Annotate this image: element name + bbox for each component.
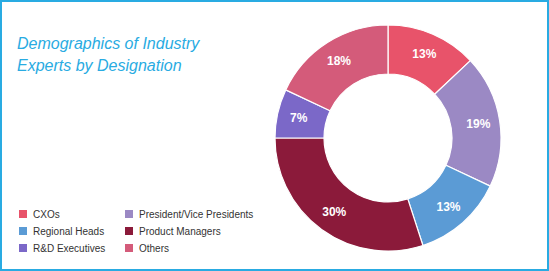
- svg-text:19%: 19%: [466, 117, 490, 131]
- svg-text:30%: 30%: [322, 205, 346, 219]
- svg-text:13%: 13%: [436, 200, 460, 214]
- svg-text:18%: 18%: [327, 54, 351, 68]
- svg-text:13%: 13%: [412, 47, 436, 61]
- svg-text:Others: Others: [139, 243, 169, 254]
- svg-text:Demographics of Industry: Demographics of Industry: [17, 35, 200, 52]
- svg-text:7%: 7%: [290, 111, 308, 125]
- svg-text:R&D Executives: R&D Executives: [33, 243, 105, 254]
- svg-text:President/Vice Presidents: President/Vice Presidents: [139, 209, 253, 220]
- svg-text:CXOs: CXOs: [33, 209, 60, 220]
- svg-text:Regional Heads: Regional Heads: [33, 226, 104, 237]
- svg-text:Product Managers: Product Managers: [139, 226, 221, 237]
- svg-text:Experts by Designation: Experts by Designation: [17, 57, 182, 74]
